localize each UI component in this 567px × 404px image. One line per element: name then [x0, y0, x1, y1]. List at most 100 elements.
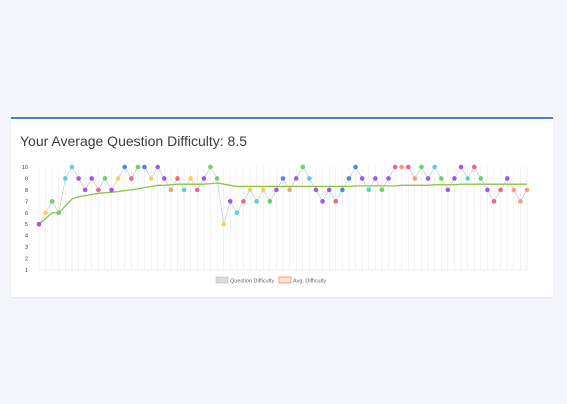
avg-difficulty-line: [38, 182, 527, 225]
y-tick-label: 8: [25, 188, 28, 194]
question-point: [43, 210, 48, 216]
question-point: [142, 164, 147, 170]
question-point: [56, 210, 62, 216]
y-tick-label: 10: [22, 165, 28, 171]
legend-avg-swatch[interactable]: [278, 276, 292, 284]
question-point: [313, 187, 319, 193]
question-point: [425, 176, 431, 181]
question-point: [129, 176, 134, 181]
question-point: [524, 187, 530, 193]
grid-lines: [38, 167, 528, 271]
difficulty-card: Your Average Question Difficulty: 8.5 1 2…: [11, 117, 553, 297]
question-point: [465, 176, 470, 181]
card-title-label: Your Average Question Difficulty:: [20, 133, 224, 149]
question-point: [438, 176, 444, 181]
question-point: [82, 187, 88, 193]
question-point: [333, 199, 339, 204]
question-point: [432, 164, 437, 170]
question-point: [458, 164, 464, 170]
y-tick-label: 4: [25, 234, 28, 240]
question-point: [201, 176, 207, 181]
y-tick-label: 1: [25, 268, 28, 274]
question-point: [89, 176, 95, 181]
question-point: [155, 164, 161, 170]
question-point: [485, 187, 490, 193]
question-point: [419, 164, 424, 170]
question-point: [498, 187, 503, 193]
question-point: [373, 176, 378, 181]
y-axis-ticks: 1 2 3 4 5 6 7 8 9 10: [22, 165, 28, 274]
question-point: [221, 221, 226, 227]
question-point: [293, 176, 299, 181]
difficulty-chart: 1 2 3 4 5 6 7 8 9 10 Question Difficulty Avg. Dif…: [22, 164, 530, 285]
question-point: [188, 176, 193, 181]
question-point: [102, 176, 108, 181]
question-point: [36, 221, 42, 227]
question-point: [399, 164, 405, 170]
question-point: [63, 176, 68, 181]
question-point: [260, 187, 266, 193]
question-point: [518, 199, 523, 204]
question-point: [491, 199, 497, 204]
card-title-value: 8.5: [227, 133, 248, 149]
chart-legend: Question Difficulty Avg. Difficulty: [215, 276, 326, 285]
card-title: Your Average Question Difficulty: 8.5: [20, 133, 247, 149]
y-tick-label: 2: [25, 257, 28, 263]
question-point: [471, 164, 477, 170]
question-point: [353, 164, 358, 170]
question-point: [122, 164, 128, 170]
question-point: [69, 164, 75, 170]
question-point: [194, 187, 200, 193]
question-point: [49, 199, 55, 204]
question-point: [412, 176, 418, 181]
question-point: [359, 176, 365, 181]
question-point: [274, 187, 279, 193]
question-point: [340, 187, 345, 193]
y-tick-label: 5: [25, 222, 28, 228]
question-point: [326, 187, 332, 193]
question-points: [36, 164, 530, 227]
question-point: [208, 164, 213, 170]
question-point: [379, 187, 385, 193]
question-point: [175, 176, 180, 181]
question-point: [452, 176, 457, 181]
y-tick-label: 3: [25, 245, 28, 251]
question-point: [254, 199, 259, 204]
question-point: [227, 199, 233, 204]
question-point: [346, 176, 352, 181]
question-point: [511, 187, 517, 193]
legend-question-swatch[interactable]: [215, 276, 229, 284]
question-point: [307, 176, 312, 181]
legend-avg-label[interactable]: Avg. Difficulty: [293, 279, 326, 285]
question-point: [214, 176, 220, 181]
legend-question-label[interactable]: Question Difficulty: [230, 279, 274, 285]
question-point: [115, 176, 121, 181]
question-point: [109, 187, 114, 193]
question-point: [405, 164, 411, 170]
question-point: [267, 199, 273, 204]
question-point: [366, 187, 372, 193]
question-point: [148, 176, 154, 181]
question-point: [168, 187, 174, 193]
question-point: [234, 210, 240, 216]
question-point: [161, 176, 167, 181]
question-point: [247, 187, 253, 193]
y-tick-label: 6: [25, 211, 28, 217]
question-point: [280, 176, 286, 181]
question-point: [287, 187, 292, 193]
question-point: [300, 164, 306, 170]
y-tick-label: 7: [25, 199, 28, 205]
question-point: [241, 199, 246, 204]
question-point: [386, 176, 391, 181]
question-point: [76, 176, 81, 181]
question-point: [181, 187, 187, 193]
question-point: [96, 187, 101, 193]
question-point: [445, 187, 451, 193]
question-point: [320, 199, 325, 204]
question-point: [135, 164, 141, 170]
question-point: [504, 176, 510, 181]
question-point: [392, 164, 398, 170]
y-tick-label: 9: [25, 176, 28, 182]
avg-series-line: [38, 182, 527, 225]
question-point: [478, 176, 484, 181]
